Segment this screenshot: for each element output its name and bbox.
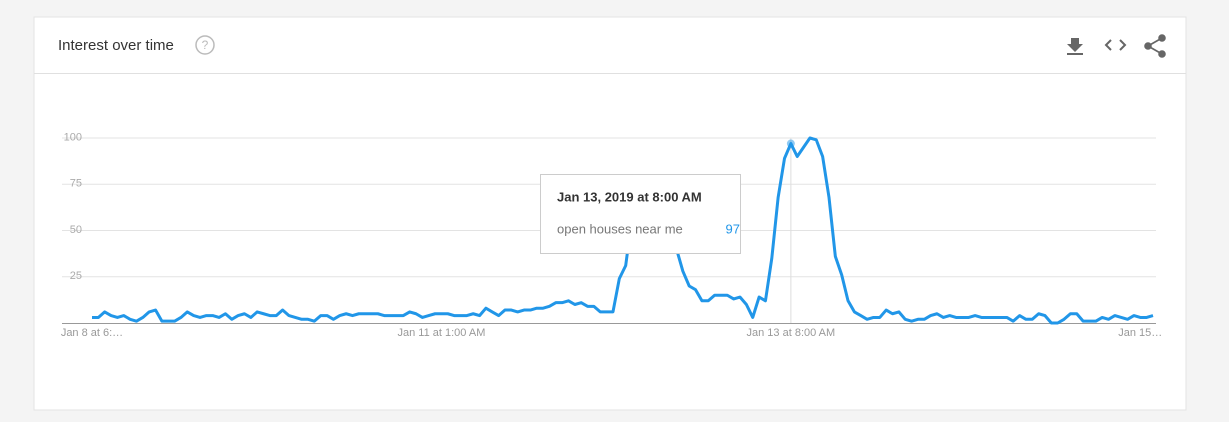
x-tick-label: Jan 15…	[1118, 327, 1162, 339]
share-icon[interactable]	[1144, 34, 1166, 58]
x-tick-label: Jan 11 at 1:00 AM	[398, 327, 486, 339]
tooltip-box	[540, 174, 741, 254]
x-tick-label: Jan 8 at 6:…	[61, 327, 123, 339]
tooltip: Jan 13, 2019 at 8:00 AM open houses near…	[540, 174, 741, 254]
download-icon[interactable]	[1067, 38, 1083, 55]
embed-icon[interactable]	[1104, 39, 1127, 51]
y-tick-label: 25	[70, 270, 82, 282]
svg-text:?: ?	[202, 38, 209, 52]
x-tick-label: Jan 13 at 8:00 AM	[747, 327, 836, 339]
y-tick-label: 75	[70, 178, 82, 190]
y-tick-label: 50	[70, 224, 82, 236]
tooltip-series: open houses near me	[557, 221, 683, 236]
series-line	[92, 136, 1154, 325]
tooltip-title: Jan 13, 2019 at 8:00 AM	[557, 189, 702, 204]
hover-point	[786, 139, 795, 148]
help-icon[interactable]: ?	[195, 35, 215, 55]
tooltip-value: 97	[726, 221, 740, 236]
chart-title: Interest over time	[58, 37, 174, 54]
y-tick-label: 100	[64, 131, 82, 143]
